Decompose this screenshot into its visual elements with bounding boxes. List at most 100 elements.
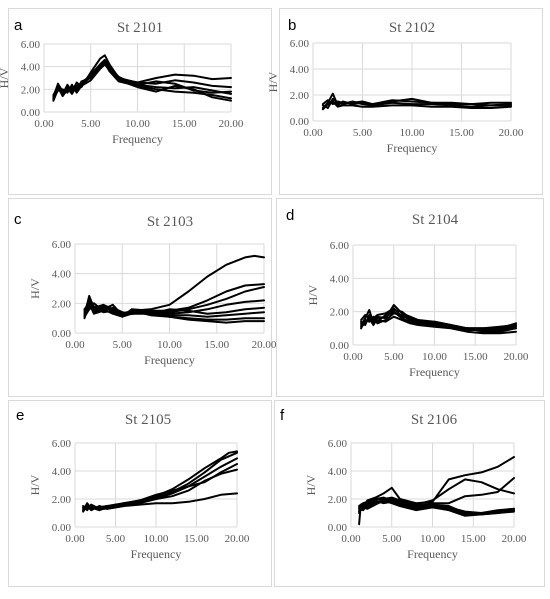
chart-title: St 2105 bbox=[125, 412, 171, 428]
series-line bbox=[360, 307, 517, 330]
panel-letter: f bbox=[280, 407, 285, 424]
x-tick-label: 5.00 bbox=[81, 118, 101, 130]
y-tick-label: 6.00 bbox=[52, 438, 72, 450]
x-tick-label: 10.00 bbox=[420, 533, 445, 545]
y-axis-label: H/V bbox=[304, 474, 318, 495]
x-tick-label: 20.00 bbox=[499, 127, 524, 139]
x-tick-label: 5.00 bbox=[106, 533, 126, 545]
x-axis-label: Frequency bbox=[387, 141, 438, 155]
series-line bbox=[358, 499, 515, 517]
y-tick-label: 6.00 bbox=[328, 438, 348, 450]
series-line bbox=[82, 468, 238, 512]
x-tick-label: 15.00 bbox=[449, 127, 474, 139]
x-tick-label: 0.00 bbox=[341, 533, 361, 545]
y-axis-label: H/V bbox=[306, 284, 320, 305]
series-line bbox=[83, 299, 265, 318]
y-tick-label: 2.00 bbox=[52, 298, 72, 310]
x-tick-label: 0.00 bbox=[65, 339, 85, 351]
panel-letter: d bbox=[286, 207, 294, 224]
chart-title: St 2103 bbox=[147, 214, 193, 230]
series-line bbox=[52, 62, 232, 102]
series-line bbox=[321, 99, 512, 106]
y-tick-label: 4.00 bbox=[52, 466, 72, 478]
x-axis-label: Frequency bbox=[409, 365, 460, 379]
series-line bbox=[358, 496, 515, 514]
y-tick-label: 4.00 bbox=[52, 269, 72, 281]
panel-frame bbox=[8, 8, 272, 195]
series-line bbox=[83, 305, 265, 324]
x-tick-label: 20.00 bbox=[225, 533, 250, 545]
x-tick-label: 5.00 bbox=[353, 127, 373, 139]
x-tick-label: 0.00 bbox=[303, 127, 323, 139]
panel-letter: b bbox=[288, 17, 296, 34]
panel-b: 0.00 5.00 10.00 15.00 20.00 0.00 2.00 4.00 6.00 b… bbox=[266, 8, 543, 195]
x-tick-label: 15.00 bbox=[184, 533, 209, 545]
y-tick-label: 0.00 bbox=[290, 116, 310, 128]
x-tick-label: 5.00 bbox=[382, 533, 402, 545]
y-tick-label: 4.00 bbox=[330, 273, 350, 285]
chart-title: St 2106 bbox=[411, 412, 458, 428]
panel-d: 0.00 5.00 10.00 15.00 20.00 0.00 2.00 4.00 6.00 d… bbox=[276, 198, 544, 397]
x-tick-label: 10.00 bbox=[157, 339, 182, 351]
y-tick-label: 0.00 bbox=[52, 522, 72, 534]
x-axis-label: Frequency bbox=[112, 132, 163, 146]
panel-frame bbox=[276, 198, 544, 397]
y-tick-label: 2.00 bbox=[290, 90, 310, 102]
series-line bbox=[360, 310, 517, 333]
panel-letter: a bbox=[14, 17, 23, 34]
series-line bbox=[52, 60, 232, 98]
x-tick-label: 0.00 bbox=[34, 118, 54, 130]
y-axis-label: H/V bbox=[0, 67, 11, 88]
x-tick-label: 15.00 bbox=[204, 339, 229, 351]
chart-title: St 2101 bbox=[117, 20, 163, 36]
x-tick-label: 0.00 bbox=[343, 351, 363, 363]
x-tick-label: 20.00 bbox=[219, 118, 244, 130]
chart-title: St 2104 bbox=[412, 212, 459, 228]
chart-title: St 2102 bbox=[389, 20, 435, 36]
y-tick-label: 2.00 bbox=[52, 494, 72, 506]
series-line bbox=[52, 54, 232, 101]
panel-frame bbox=[274, 400, 545, 587]
y-tick-label: 6.00 bbox=[52, 239, 72, 251]
series-line bbox=[83, 283, 265, 317]
x-tick-label: 15.00 bbox=[463, 351, 488, 363]
x-axis-label: Frequency bbox=[131, 547, 182, 561]
panel-f: 0.00 5.00 10.00 15.00 20.00 0.00 2.00 4.00 6.00 f… bbox=[274, 400, 545, 587]
panel-c: 0.00 5.00 10.00 15.00 20.00 0.00 2.00 4.00 6.00 c… bbox=[8, 198, 277, 397]
y-tick-label: 4.00 bbox=[290, 64, 310, 76]
x-tick-label: 10.00 bbox=[422, 351, 447, 363]
x-tick-label: 20.00 bbox=[504, 351, 529, 363]
x-tick-label: 10.00 bbox=[400, 127, 425, 139]
x-axis-label: Frequency bbox=[144, 353, 195, 367]
y-tick-label: 4.00 bbox=[21, 62, 41, 74]
x-tick-label: 20.00 bbox=[502, 533, 527, 545]
x-axis-label: Frequency bbox=[407, 547, 458, 561]
y-tick-label: 4.00 bbox=[328, 466, 348, 478]
panel-a: 0.00 5.00 10.00 15.00 20.00 0.00 2.00 4.00 6.00 a… bbox=[0, 8, 272, 195]
panel-letter: c bbox=[14, 211, 22, 228]
y-tick-label: 2.00 bbox=[21, 84, 41, 96]
panel-e: 0.00 5.00 10.00 15.00 20.00 0.00 2.00 4.00 6.00 e… bbox=[8, 400, 272, 587]
x-tick-label: 15.00 bbox=[172, 118, 197, 130]
panel-letter: e bbox=[16, 407, 24, 424]
y-tick-label: 6.00 bbox=[21, 39, 41, 51]
series-line bbox=[82, 492, 238, 512]
y-tick-label: 0.00 bbox=[21, 107, 41, 119]
y-tick-label: 0.00 bbox=[328, 522, 348, 534]
y-tick-label: 2.00 bbox=[328, 494, 348, 506]
y-axis-label: H/V bbox=[266, 71, 280, 92]
x-tick-label: 10.00 bbox=[125, 118, 150, 130]
y-tick-label: 2.00 bbox=[330, 307, 350, 319]
y-axis-label: H/V bbox=[28, 474, 42, 495]
y-tick-label: 6.00 bbox=[330, 240, 350, 252]
x-tick-label: 10.00 bbox=[144, 533, 169, 545]
x-tick-label: 0.00 bbox=[65, 533, 85, 545]
series-line bbox=[321, 97, 512, 109]
x-tick-label: 5.00 bbox=[384, 351, 404, 363]
y-tick-label: 0.00 bbox=[52, 328, 72, 340]
x-tick-label: 20.00 bbox=[252, 339, 277, 351]
y-tick-label: 0.00 bbox=[330, 340, 350, 352]
x-tick-label: 15.00 bbox=[461, 533, 486, 545]
